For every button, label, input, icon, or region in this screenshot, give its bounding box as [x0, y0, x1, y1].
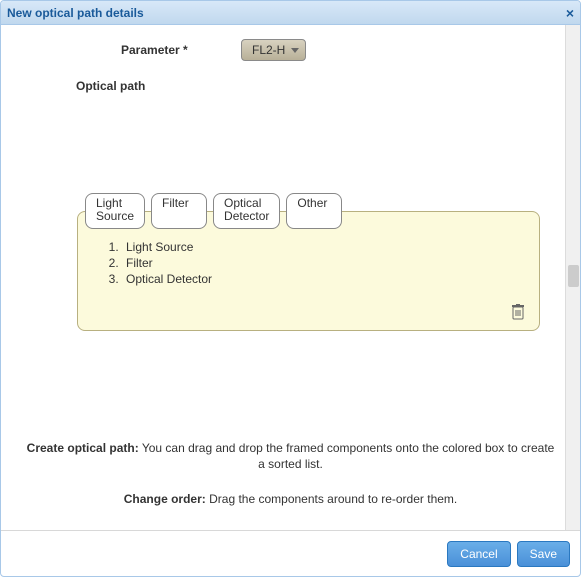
dialog-footer: Cancel Save	[1, 530, 580, 576]
save-button[interactable]: Save	[517, 541, 570, 567]
parameter-value: FL2-H	[252, 43, 285, 57]
dialog-body: Parameter * FL2-H Optical path LightSour…	[1, 25, 580, 530]
trash-icon[interactable]	[511, 304, 525, 320]
optical-path-section: Optical path LightSource Filter OpticalD…	[21, 79, 560, 331]
component-label: Filter	[162, 197, 189, 210]
scrollbar-track[interactable]	[565, 25, 580, 530]
dialog: New optical path details × Parameter * F…	[0, 0, 581, 577]
parameter-select[interactable]: FL2-H	[241, 39, 306, 61]
list-item[interactable]: Filter	[122, 256, 523, 270]
components-row: LightSource Filter OpticalDetector Other	[85, 193, 560, 229]
component-optical-detector[interactable]: OpticalDetector	[213, 193, 280, 229]
list-item[interactable]: Light Source	[122, 240, 523, 254]
component-other[interactable]: Other	[286, 193, 342, 229]
dropzone-list: Light Source Filter Optical Detector	[122, 240, 523, 286]
instruction-line: Specify component: Double-click a compon…	[25, 528, 556, 530]
scrollbar-thumb[interactable]	[568, 265, 579, 287]
parameter-label: Parameter *	[21, 43, 241, 57]
close-icon[interactable]: ×	[566, 5, 574, 21]
parameter-row: Parameter * FL2-H	[21, 39, 560, 61]
chevron-down-icon	[291, 48, 299, 53]
instruction-line: Change order: Drag the components around…	[25, 492, 556, 508]
instruction-line: Create optical path: You can drag and dr…	[25, 441, 556, 472]
component-label: OpticalDetector	[224, 197, 269, 223]
dialog-title: New optical path details	[7, 6, 144, 20]
dropzone[interactable]: Light Source Filter Optical Detector	[77, 211, 540, 331]
titlebar[interactable]: New optical path details ×	[1, 1, 580, 25]
component-filter[interactable]: Filter	[151, 193, 207, 229]
instructions: Create optical path: You can drag and dr…	[21, 441, 560, 530]
optical-path-label: Optical path	[21, 79, 560, 93]
component-label: LightSource	[96, 197, 134, 223]
component-label: Other	[297, 197, 327, 210]
cancel-button[interactable]: Cancel	[447, 541, 510, 567]
component-light-source[interactable]: LightSource	[85, 193, 145, 229]
list-item[interactable]: Optical Detector	[122, 272, 523, 286]
